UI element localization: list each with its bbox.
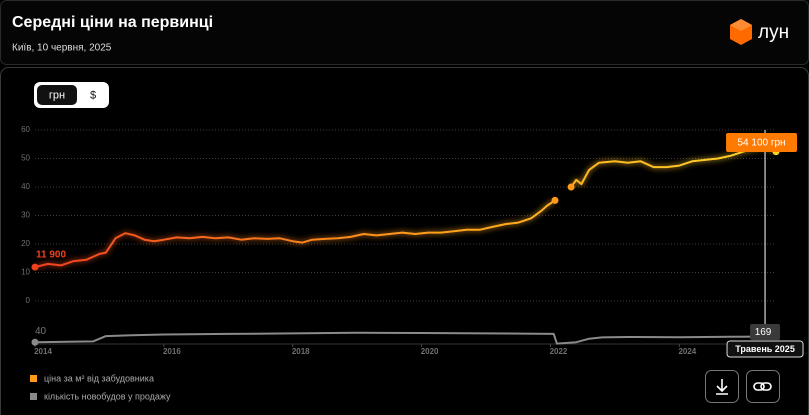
x-tick-label: 2022 <box>550 347 568 356</box>
x-tick-label: 2018 <box>292 347 310 356</box>
data-label: 169 <box>755 327 772 338</box>
toggle-option[interactable]: грн <box>49 89 65 101</box>
chart-panel <box>0 67 809 415</box>
point <box>31 263 39 271</box>
data-label-box <box>750 324 781 340</box>
x-tick-label: 2024 <box>678 347 696 356</box>
y-tick-label: 50 <box>21 154 30 163</box>
annotation: 11 900 <box>36 250 66 261</box>
toggle-selected[interactable] <box>37 85 77 105</box>
header-panel <box>0 0 809 65</box>
legend-label: кількість новобудов у продажу <box>44 391 171 401</box>
annotation-box <box>726 133 798 152</box>
brand-name: лун <box>758 22 789 43</box>
download-icon <box>716 379 728 395</box>
link-icon <box>760 382 772 391</box>
annotation: 54 100 грн <box>737 138 785 149</box>
cursor-label-box <box>726 340 804 358</box>
legend-swatch <box>30 375 37 382</box>
data-label: 40 <box>35 326 47 337</box>
point <box>31 338 39 346</box>
y-tick-label: 20 <box>21 239 30 248</box>
point <box>551 196 559 204</box>
toggle-option[interactable]: $ <box>90 89 96 101</box>
cursor-label: Травень 2025 <box>735 344 795 354</box>
link-icon <box>753 382 765 391</box>
link-button[interactable] <box>746 370 780 403</box>
legend: ціна за м² від забудовника кількість нов… <box>30 373 171 401</box>
logo-cube-top <box>730 19 752 31</box>
currency-toggle[interactable]: грн $ <box>34 82 109 108</box>
y-tick-label: 0 <box>26 296 31 305</box>
legend-label: ціна за м² від забудовника <box>44 373 154 383</box>
y-tick-label: 30 <box>21 211 30 220</box>
legend-swatch <box>30 393 37 400</box>
y-tick-label: 40 <box>21 182 30 191</box>
x-tick-label: 2014 <box>34 347 52 356</box>
subtitle: Київ, 10 червня, 2025 <box>12 43 112 54</box>
series-line <box>34 331 777 345</box>
brand-logo[interactable]: лун <box>730 19 789 45</box>
plot: 0 10 20 30 40 50 60 2014 2016 2018 2020 2022 2024 Тра… <box>21 125 804 358</box>
x-tick-label: 2020 <box>421 347 439 356</box>
point <box>567 183 575 191</box>
download-button[interactable] <box>705 370 739 403</box>
y-tick-label: 60 <box>21 125 30 134</box>
x-tick-label: 2016 <box>163 347 181 356</box>
title: Середні ціни на первинці <box>12 14 213 31</box>
y-tick-label: 10 <box>21 268 30 277</box>
button-frame <box>746 370 780 403</box>
